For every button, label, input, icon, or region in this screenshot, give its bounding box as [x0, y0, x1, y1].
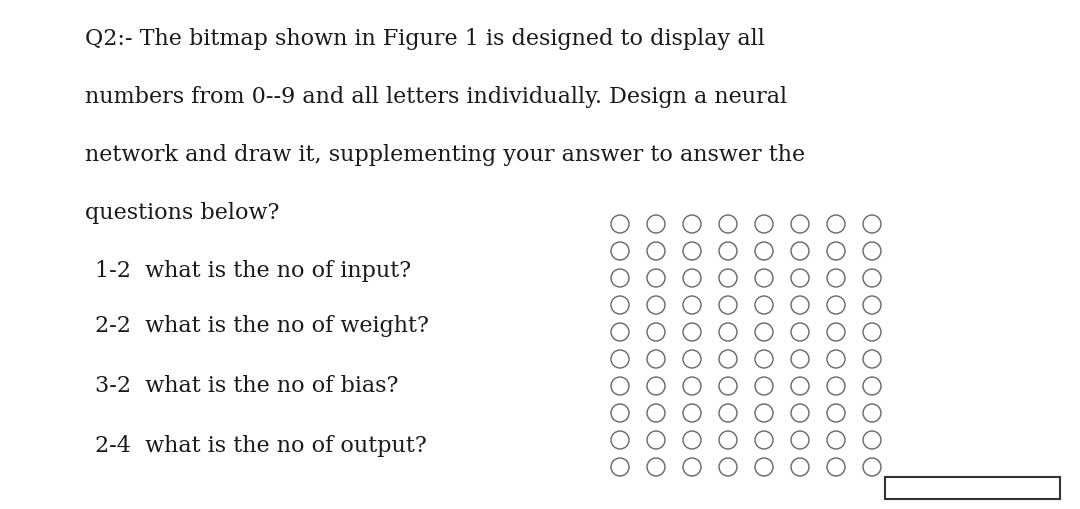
Text: questions below?: questions below? — [85, 202, 280, 223]
Text: 2-2  what is the no of weight?: 2-2 what is the no of weight? — [95, 315, 429, 336]
Text: 2-4  what is the no of output?: 2-4 what is the no of output? — [95, 434, 427, 456]
Text: 1-2  what is the no of input?: 1-2 what is the no of input? — [95, 260, 411, 281]
Text: Q2:- The bitmap shown in Figure 1 is designed to display all: Q2:- The bitmap shown in Figure 1 is des… — [85, 28, 765, 50]
Text: 3-2  what is the no of bias?: 3-2 what is the no of bias? — [95, 374, 399, 396]
Bar — [885, 477, 1059, 499]
Text: network and draw it, supplementing your answer to answer the: network and draw it, supplementing your … — [85, 144, 805, 165]
Text: numbers from 0--9 and all letters individually. Design a neural: numbers from 0--9 and all letters indivi… — [85, 86, 787, 108]
